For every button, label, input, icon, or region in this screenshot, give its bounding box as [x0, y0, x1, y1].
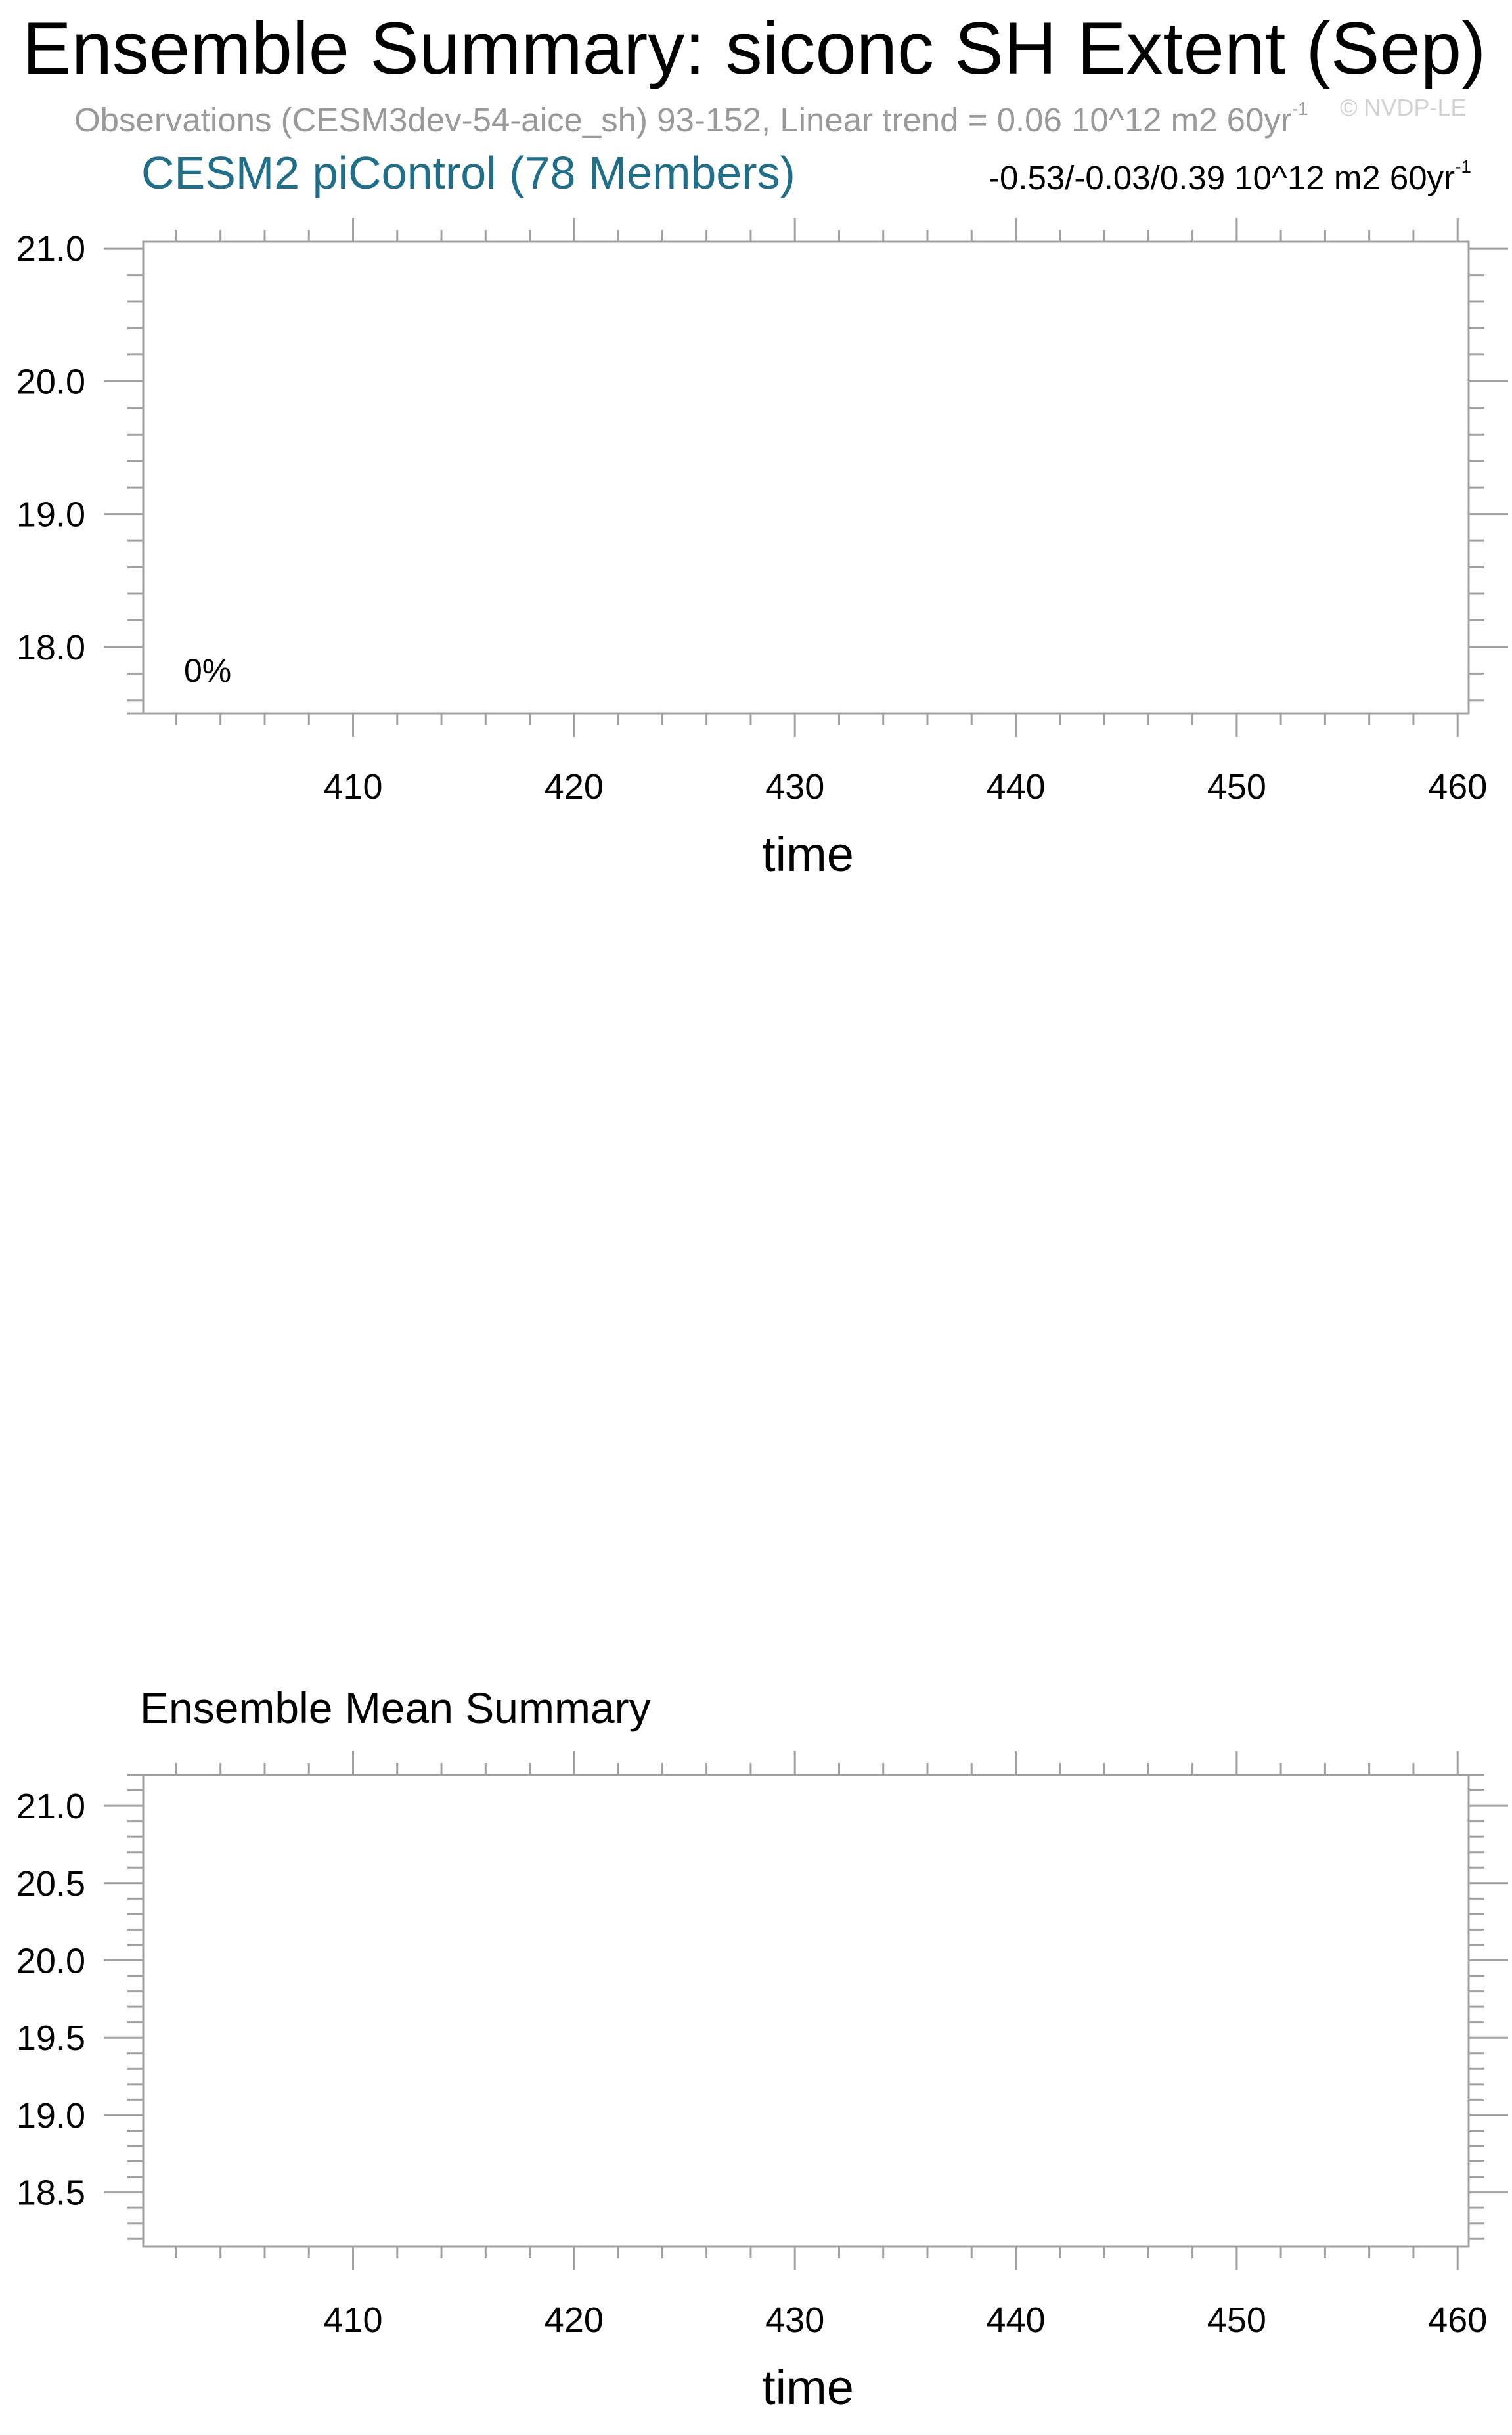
- observations-trend-text: Observations (CESM3dev-54-aice_sh) 93-15…: [74, 101, 1292, 139]
- plot-frame: [142, 1774, 1470, 2248]
- y-tick-label: 21.0: [16, 229, 85, 269]
- x-tick-label: 450: [1207, 767, 1266, 807]
- y-tick-label: 19.0: [16, 2096, 85, 2135]
- x-tick-label: 460: [1428, 767, 1487, 807]
- y-tick-label: 18.0: [16, 628, 85, 667]
- x-axis-title: time: [762, 2360, 854, 2415]
- observations-trend-label: Observations (CESM3dev-54-aice_sh) 93-15…: [74, 99, 1308, 139]
- x-tick-label: 440: [986, 767, 1045, 807]
- y-tick-label: 20.5: [16, 1864, 85, 1904]
- observations-unit-exponent: -1: [1291, 99, 1308, 119]
- model-ensemble-title: CESM2 piControl (78 Members): [141, 147, 795, 198]
- copyright-watermark: © NVDP-LE: [1340, 94, 1467, 121]
- x-tick-label: 430: [765, 767, 824, 807]
- trend-range-stats: -0.53/-0.03/0.39 10^12 m2 60yr-1: [989, 156, 1471, 197]
- chart-panel-2: 410 420 430 440 450 460 time 18.5 19.0 19.5 20.0 20…: [16, 1751, 1508, 2415]
- x-tick-label: 440: [986, 2300, 1045, 2340]
- x-tick-label: 450: [1207, 2300, 1266, 2340]
- trend-range-text: -0.53/-0.03/0.39 10^12 m2 60yr: [989, 159, 1456, 197]
- page-title: Ensemble Summary: siconc SH Extent (Sep): [22, 7, 1486, 89]
- y-tick-label: 20.0: [16, 362, 85, 401]
- percent-annotation: 0%: [184, 652, 231, 689]
- x-tick-label: 420: [545, 2300, 604, 2340]
- x-tick-label: 410: [323, 2300, 382, 2340]
- plot-frame: [142, 240, 1470, 715]
- x-axis-title: time: [762, 827, 854, 882]
- trend-unit-exponent: -1: [1455, 156, 1471, 177]
- y-tick-label: 19.5: [16, 2019, 85, 2058]
- ensemble-mean-title: Ensemble Mean Summary: [140, 1684, 651, 1732]
- x-tick-label: 410: [323, 767, 382, 807]
- chart-panel-1: 410 420 430 440 450 460 time 18.0 19.0 20.0 21.0 0%: [16, 218, 1508, 882]
- y-tick-label: 19.0: [16, 495, 85, 535]
- y-tick-label: 20.0: [16, 1941, 85, 1980]
- y-tick-label: 18.5: [16, 2174, 85, 2213]
- y-tick-label: 21.0: [16, 1787, 85, 1826]
- x-tick-label: 460: [1428, 2300, 1487, 2340]
- x-tick-label: 430: [765, 2300, 824, 2340]
- x-tick-label: 420: [545, 767, 604, 807]
